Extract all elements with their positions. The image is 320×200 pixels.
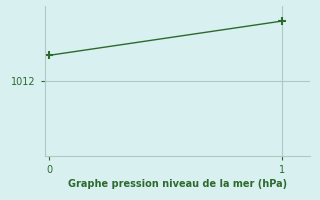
X-axis label: Graphe pression niveau de la mer (hPa): Graphe pression niveau de la mer (hPa)	[68, 179, 287, 189]
